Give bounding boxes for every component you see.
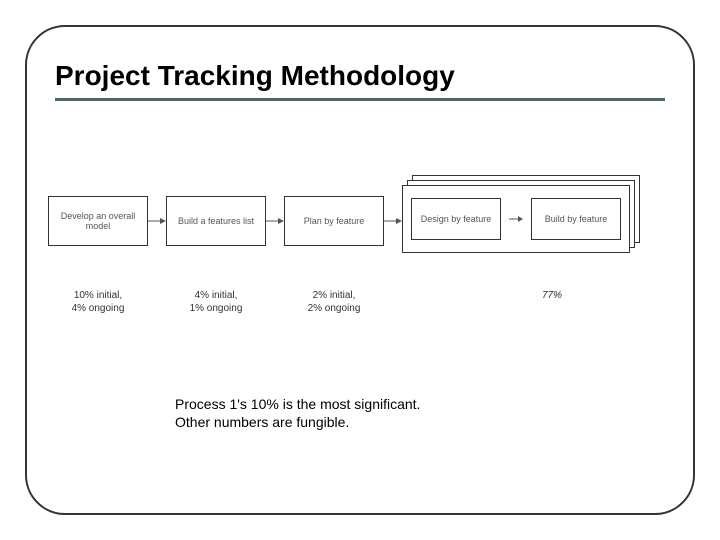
page-title: Project Tracking Methodology — [55, 60, 665, 101]
label-3-line2: 2% ongoing — [284, 302, 384, 315]
label-2: 4% initial, 1% ongoing — [166, 289, 266, 315]
label-1-line1: 10% initial, — [48, 289, 148, 302]
note-line2: Other numbers are fungible. — [175, 413, 420, 431]
flow-box-4: Design by feature — [411, 198, 501, 240]
arrow-icon — [509, 215, 523, 223]
flow-row: Develop an overall model Build a feature… — [48, 185, 672, 257]
label-4: 77% — [402, 289, 642, 315]
stack-layer-front: Design by feature Build by feature — [402, 185, 630, 253]
arrow-icon — [384, 216, 402, 226]
arrow-icon — [148, 216, 166, 226]
flow-box-2: Build a features list — [166, 196, 266, 246]
label-3-line1: 2% initial, — [284, 289, 384, 302]
label-2-line1: 4% initial, — [166, 289, 266, 302]
labels-row: 10% initial, 4% ongoing 4% initial, 1% o… — [48, 289, 672, 315]
flow-box-1: Develop an overall model — [48, 196, 148, 246]
flow-box-3: Plan by feature — [284, 196, 384, 246]
note-area: Process 1's 10% is the most significant.… — [175, 395, 420, 431]
title-area: Project Tracking Methodology — [55, 60, 665, 101]
note-line1: Process 1's 10% is the most significant. — [175, 395, 420, 413]
flow-box-5: Build by feature — [531, 198, 621, 240]
label-2-line2: 1% ongoing — [166, 302, 266, 315]
arrow-icon — [266, 216, 284, 226]
label-1: 10% initial, 4% ongoing — [48, 289, 148, 315]
label-1-line2: 4% ongoing — [48, 302, 148, 315]
label-3: 2% initial, 2% ongoing — [284, 289, 384, 315]
iterate-group: Design by feature Build by feature — [402, 185, 642, 257]
flowchart: Develop an overall model Build a feature… — [48, 185, 672, 315]
